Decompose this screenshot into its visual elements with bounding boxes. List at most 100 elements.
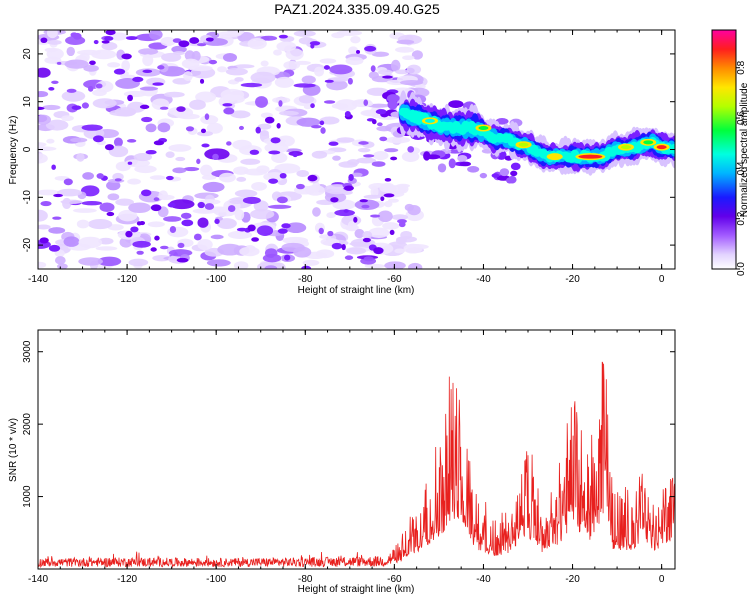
heatmap-noise-core xyxy=(130,226,139,233)
heatmap-noise-core xyxy=(277,228,288,234)
heatmap-noise-blob xyxy=(46,138,55,144)
heatmap-noise-blob xyxy=(346,247,367,255)
heatmap-noise-core xyxy=(127,161,133,165)
heatmap-noise-blob xyxy=(395,69,410,75)
heatmap-noise-blob xyxy=(163,91,185,98)
heatmap-noise-blob xyxy=(239,145,262,156)
heatmap-noise-blob xyxy=(257,123,272,130)
heatmap-ridge-scatter xyxy=(386,94,400,103)
heatmap-noise-core xyxy=(40,200,52,207)
heatmap-noise-blob xyxy=(406,64,422,75)
heatmap-noise-core xyxy=(371,119,377,125)
heatmap-noise-core xyxy=(71,105,82,110)
heatmap-noise-core xyxy=(181,219,194,227)
snr-panel: -140 -120 -100 -80 -60 -40 -20 0 1000 2000 3000 H… xyxy=(8,329,676,595)
heatmap-noise-core xyxy=(344,185,354,191)
heatmap-noise-blob xyxy=(311,150,328,159)
heatmap-noise-blob xyxy=(148,30,163,40)
heatmap-noise-core xyxy=(150,204,162,212)
heatmap-noise-blob xyxy=(239,246,260,257)
heatmap-noise-core xyxy=(180,212,192,219)
heatmap-noise-blob xyxy=(127,101,146,113)
heatmap-noise-core xyxy=(278,34,288,39)
heatmap-noise-blob xyxy=(357,147,371,153)
heatmap-noise-blob xyxy=(233,64,255,69)
heatmap-noise-blob xyxy=(315,249,335,259)
heatmap-noise-blob xyxy=(128,258,149,267)
heatmap-noise-core xyxy=(145,150,157,155)
heatmap-noise-blob xyxy=(382,222,400,230)
heatmap-ridge-scatter xyxy=(499,168,510,177)
heatmap-noise-blob xyxy=(332,155,341,161)
heatmap-noise-core xyxy=(324,79,334,83)
heatmap-noise-blob xyxy=(127,178,141,185)
heatmap-noise-core xyxy=(121,53,132,60)
heatmap-noise-core xyxy=(370,214,381,218)
heatmap-noise-blob xyxy=(255,96,268,108)
heatmap-noise-blob xyxy=(181,58,200,69)
heatmap-noise-blob xyxy=(396,39,415,45)
heatmap-noise-blob xyxy=(250,71,276,84)
heatmap-noise-blob xyxy=(350,35,361,44)
heatmap-noise-core xyxy=(328,141,339,146)
heatmap-noise-core xyxy=(364,45,377,52)
heatmap-noise-core xyxy=(150,247,157,252)
heatmap-noise-core xyxy=(301,265,312,269)
heatmap-noise-core xyxy=(104,144,115,151)
heatmap-noise-blob xyxy=(347,220,357,231)
heatmap-noise-blob xyxy=(178,113,200,120)
heatmap-noise-core xyxy=(344,110,351,118)
snr-y-tick-label: 1000 xyxy=(22,485,33,508)
heatmap-noise-blob xyxy=(45,119,69,131)
heatmap-noise-blob xyxy=(351,172,363,177)
heatmap-noise-core xyxy=(95,83,103,89)
heatmap-noise-blob xyxy=(176,106,186,112)
heatmap-noise-core xyxy=(318,227,324,235)
heatmap-noise-core xyxy=(172,38,182,43)
heatmap-noise-blob xyxy=(293,83,316,88)
heatmap-noise-blob xyxy=(183,166,200,172)
heatmap-noise-blob xyxy=(97,256,122,267)
heatmap-ridge-scatter xyxy=(448,158,456,169)
heatmap-noise-blob xyxy=(218,172,236,183)
heatmap-noise-core xyxy=(93,39,99,45)
heatmap-noise-core xyxy=(380,196,385,202)
heatmap-noise-core xyxy=(167,202,176,208)
heatmap-noise-core xyxy=(270,137,281,144)
heatmap-noise-blob xyxy=(314,66,325,77)
heatmap-noise-blob xyxy=(390,59,401,72)
heatmap-noise-core xyxy=(363,154,375,158)
heatmap-noise-blob xyxy=(377,210,393,223)
heatmap-noise-core xyxy=(52,216,62,220)
snr-y-tick-label: 3000 xyxy=(22,340,33,363)
snr-x-tick-label: -100 xyxy=(206,574,226,585)
heatmap-noise-core xyxy=(292,151,298,158)
heatmap-noise-core xyxy=(88,85,94,92)
heatmap-noise-core xyxy=(222,103,233,107)
heatmap-noise-blob xyxy=(371,161,386,167)
heatmap-noise-core xyxy=(201,143,210,148)
snr-x-ticks: -140 -120 -100 -80 -60 -40 -20 0 xyxy=(28,330,665,585)
heatmap-noise-blob xyxy=(225,67,248,76)
heatmap-y-ticks: -20 -10 0 10 20 xyxy=(22,48,675,252)
heatmap-noise-blob xyxy=(345,56,364,66)
heatmap-noise-blob xyxy=(234,189,258,198)
heatmap-noise-blob xyxy=(240,158,261,165)
heatmap-noise-core xyxy=(197,43,207,47)
heatmap-noise-blob xyxy=(271,152,288,164)
chart-title: PAZ1.2024.335.09.40.G25 xyxy=(274,1,440,17)
heatmap-noise-core xyxy=(323,100,336,104)
heatmap-noise-blob xyxy=(48,227,66,234)
heatmap-noise-core xyxy=(284,254,291,261)
heatmap-noise-blob xyxy=(38,67,51,78)
heatmap-noise-blob xyxy=(83,64,99,72)
heatmap-noise-blob xyxy=(384,261,406,269)
heatmap-hotspot xyxy=(578,154,603,159)
heatmap-noise-blob xyxy=(312,181,321,193)
heatmap-noise-core xyxy=(281,223,291,229)
heatmap-y-tick-label: -10 xyxy=(22,190,33,205)
heatmap-noise-core xyxy=(359,199,368,203)
heatmap-noise-core xyxy=(320,127,326,134)
heatmap-noise-blob xyxy=(64,59,89,69)
heatmap-ridge-scatter xyxy=(407,146,415,153)
